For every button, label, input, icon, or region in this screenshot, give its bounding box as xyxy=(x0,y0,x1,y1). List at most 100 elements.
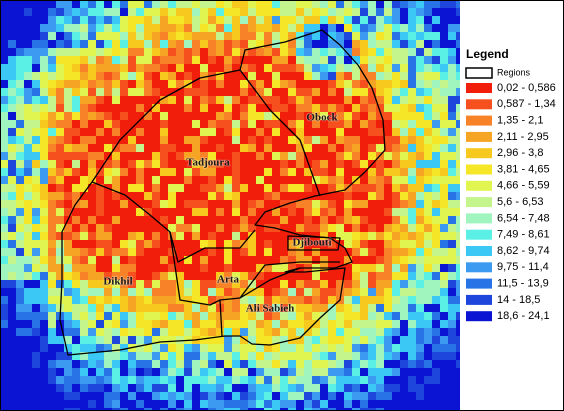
raster-cell xyxy=(376,232,384,240)
raster-cell xyxy=(216,320,224,328)
raster-cell xyxy=(208,344,216,352)
raster-cell xyxy=(288,200,296,208)
raster-cell xyxy=(392,320,400,328)
raster-cell xyxy=(440,56,448,64)
raster-cell xyxy=(240,40,248,48)
raster-cell xyxy=(264,80,272,88)
raster-cell xyxy=(200,128,208,136)
raster-cell xyxy=(336,256,344,264)
raster-cell xyxy=(344,208,352,216)
raster-cell xyxy=(24,136,32,144)
raster-cell xyxy=(96,120,104,128)
raster-cell xyxy=(240,0,248,8)
raster-cell xyxy=(192,144,200,152)
raster-cell xyxy=(440,240,448,248)
raster-cell xyxy=(168,104,176,112)
raster-cell xyxy=(88,352,96,360)
raster-cell xyxy=(112,256,120,264)
raster-cell xyxy=(64,224,72,232)
raster-cell xyxy=(248,112,256,120)
raster-cell xyxy=(104,240,112,248)
raster-cell xyxy=(288,0,296,8)
raster-cell xyxy=(128,192,136,200)
raster-cell xyxy=(424,408,432,411)
raster-cell xyxy=(208,120,216,128)
raster-cell xyxy=(392,344,400,352)
raster-cell xyxy=(160,224,168,232)
raster-cell xyxy=(216,160,224,168)
raster-cell xyxy=(248,128,256,136)
raster-cell xyxy=(296,328,304,336)
raster-cell xyxy=(288,264,296,272)
raster-cell xyxy=(280,0,288,8)
raster-cell xyxy=(400,272,408,280)
raster-cell xyxy=(376,208,384,216)
raster-cell xyxy=(448,392,456,400)
raster-cell xyxy=(96,392,104,400)
raster-cell xyxy=(208,208,216,216)
raster-cell xyxy=(280,176,288,184)
raster-cell xyxy=(328,96,336,104)
raster-cell xyxy=(224,216,232,224)
raster-cell xyxy=(400,72,408,80)
raster-cell xyxy=(312,40,320,48)
raster-cell xyxy=(8,208,16,216)
raster-cell xyxy=(72,392,80,400)
raster-cell xyxy=(0,264,8,272)
raster-cell xyxy=(360,216,368,224)
raster-cell xyxy=(392,56,400,64)
raster-cell xyxy=(256,184,264,192)
raster-cell xyxy=(104,176,112,184)
raster-cell xyxy=(48,224,56,232)
raster-cell xyxy=(264,288,272,296)
raster-cell xyxy=(384,112,392,120)
raster-cell xyxy=(176,40,184,48)
raster-cell xyxy=(408,360,416,368)
raster-cell xyxy=(0,304,8,312)
raster-cell xyxy=(24,40,32,48)
raster-cell xyxy=(424,160,432,168)
raster-cell xyxy=(280,256,288,264)
raster-cell xyxy=(384,56,392,64)
raster-cell xyxy=(104,216,112,224)
raster-cell xyxy=(152,200,160,208)
raster-cell xyxy=(40,176,48,184)
raster-cell xyxy=(296,216,304,224)
raster-cell xyxy=(0,120,8,128)
raster-cell xyxy=(336,376,344,384)
raster-cell xyxy=(336,232,344,240)
raster-cell xyxy=(96,80,104,88)
raster-cell xyxy=(320,288,328,296)
raster-cell xyxy=(136,320,144,328)
raster-cell xyxy=(296,128,304,136)
raster-cell xyxy=(120,224,128,232)
raster-cell xyxy=(32,240,40,248)
raster-cell xyxy=(24,56,32,64)
raster-cell xyxy=(168,136,176,144)
raster-cell xyxy=(392,160,400,168)
raster-cell xyxy=(200,336,208,344)
raster-cell xyxy=(208,216,216,224)
raster-cell xyxy=(328,112,336,120)
raster-cell xyxy=(360,248,368,256)
raster-cell xyxy=(96,168,104,176)
raster-cell xyxy=(160,280,168,288)
raster-cell xyxy=(272,144,280,152)
raster-cell xyxy=(400,352,408,360)
raster-cell xyxy=(64,312,72,320)
raster-cell xyxy=(360,80,368,88)
raster-cell xyxy=(400,304,408,312)
raster-cell xyxy=(368,216,376,224)
raster-cell xyxy=(152,136,160,144)
raster-cell xyxy=(152,336,160,344)
raster-cell xyxy=(208,224,216,232)
raster-cell xyxy=(192,296,200,304)
raster-cell xyxy=(256,360,264,368)
raster-cell xyxy=(72,224,80,232)
raster-cell xyxy=(176,56,184,64)
raster-cell xyxy=(288,96,296,104)
raster-cell xyxy=(400,384,408,392)
raster-cell xyxy=(392,168,400,176)
raster-cell xyxy=(24,392,32,400)
raster-cell xyxy=(216,272,224,280)
